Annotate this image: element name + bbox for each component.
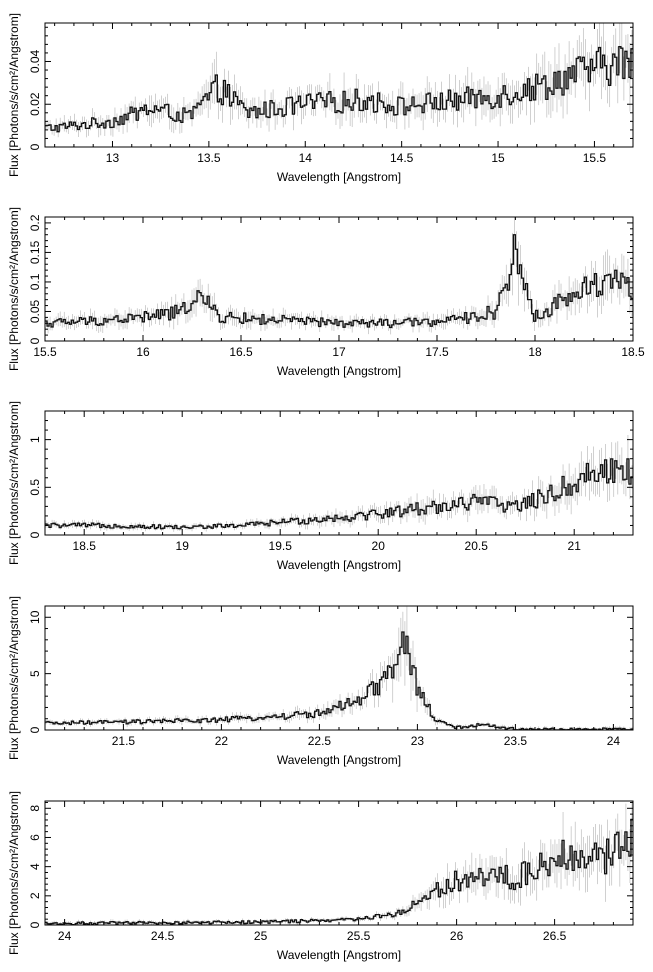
panel-3-xtick-label: 20.5: [465, 539, 489, 553]
panel-3-ytick-label: 0.5: [28, 479, 42, 496]
panel-2-ytick-label: 0.15: [28, 240, 42, 264]
panel-1-ylabel: Flux [Photons/s/cm²/Angstrom]: [7, 13, 21, 177]
panel-1-frame: [44, 22, 634, 148]
panel-2-xtick-label: 18.5: [621, 345, 645, 359]
panel-2: 15.5 16 16.5 17 17.5 18 18.5 0 0.05 0.1 0.15 0.2 Wav…: [7, 207, 645, 378]
panel-4-xtick-label: 22.5: [308, 734, 332, 748]
panel-2-xtick-label: 16: [136, 345, 150, 359]
panel-2-xtick-label: 17: [332, 345, 346, 359]
panel-3-frame: [44, 410, 634, 536]
panel-2-xtick-label: 17.5: [425, 345, 449, 359]
panel-4-ytick-label: 5: [28, 670, 42, 677]
panel-2-ytick-label: 0.2: [28, 214, 42, 231]
panel-4-series-1: [45, 631, 633, 730]
panel-1-ytick-label: 0: [28, 143, 42, 150]
panel-2-series-1: [45, 234, 633, 329]
panel-2-ytick-label: 0.05: [28, 299, 42, 323]
panel-3: 18.5 19 19.5 20 20.5 21 0 0.5 1 Wavelength [Angst…: [7, 401, 634, 572]
panel-1-series-1: [45, 46, 633, 133]
panel-3-data: [45, 434, 633, 532]
panel-4: 21.5 22 22.5 23 23.5 24 0 5 10 Wavelength [Angstr…: [7, 596, 634, 767]
panel-5-error-bars: [45, 801, 633, 925]
panel-2-xtick-label: 15.5: [33, 345, 57, 359]
panel-4-xtick-label: 21.5: [112, 734, 136, 748]
panel-3-ylabel: Flux [Photons/s/cm²/Angstrom]: [7, 401, 21, 565]
panel-1-xtick-label: 15: [491, 151, 505, 165]
panel-3-xtick-label: 21: [568, 539, 582, 553]
panel-4-xlabel: Wavelength [Angstrom]: [277, 753, 401, 767]
panel-5-ylabel: Flux [Photons/s/cm²/Angstrom]: [7, 791, 21, 955]
panel-3-xtick-label: 18.5: [73, 539, 97, 553]
panel-2-ylabel: Flux [Photons/s/cm²/Angstrom]: [7, 207, 21, 371]
panel-2-xlabel: Wavelength [Angstrom]: [277, 364, 401, 378]
panel-1-xlabel: Wavelength [Angstrom]: [277, 170, 401, 184]
panel-5-ytick-label: 8: [28, 805, 42, 812]
panel-5-ytick-label: 6: [28, 834, 42, 841]
panel-5-data: [45, 801, 633, 925]
panel-3-ytick-label: 0: [28, 531, 42, 538]
panel-2-data: [45, 217, 633, 335]
panel-3-xtick-label: 19.5: [269, 539, 293, 553]
panel-5-xtick-label: 26: [450, 929, 464, 943]
panel-3-ytick-label: 1: [28, 436, 42, 443]
panel-3-xlabel: Wavelength [Angstrom]: [277, 558, 401, 572]
panel-1: 13 13.5 14 14.5 15 15.5 0 0.02 0.04 Wavelength [A…: [7, 13, 634, 184]
panel-1-xtick-label: 15.5: [583, 151, 607, 165]
panel-2-ytick-label: 0: [28, 337, 42, 344]
panel-5-series-1: [45, 818, 633, 925]
panel-4-ylabel: Flux [Photons/s/cm²/Angstrom]: [7, 596, 21, 760]
panel-2-xtick-label: 16.5: [229, 345, 253, 359]
panel-5-xtick-label: 25: [254, 929, 268, 943]
panel-4-xtick-label: 22: [215, 734, 229, 748]
panel-4-xtick-label: 23: [411, 734, 425, 748]
panel-5-ytick-label: 4: [28, 863, 42, 870]
panel-4-frame: [44, 605, 634, 731]
panel-4-ytick-label: 0: [28, 726, 42, 733]
panel-1-xtick-label: 13: [106, 151, 120, 165]
panel-5-xtick-label: 24: [58, 929, 72, 943]
panel-4-xtick-label: 23.5: [504, 734, 528, 748]
panel-1-xtick-label: 14: [299, 151, 313, 165]
panel-3-xtick-label: 19: [176, 539, 190, 553]
panel-5-ytick-label: 2: [28, 892, 42, 899]
panel-5-xtick-label: 26.5: [543, 929, 567, 943]
panel-3-error-bars: [45, 434, 633, 532]
panel-3-xtick-label: 20: [372, 539, 386, 553]
panel-3-series-1: [45, 458, 633, 530]
panel-1-data: [45, 23, 633, 138]
panel-5-xtick-label: 24.5: [151, 929, 175, 943]
panel-4-ytick-label: 10: [28, 610, 42, 624]
panel-5-xtick-label: 25.5: [347, 929, 371, 943]
panel-2-ytick-label: 0.1: [28, 273, 42, 290]
panel-1-ytick-label: 0.04: [28, 49, 42, 73]
panel-4-data: [45, 606, 633, 730]
panel-1-xtick-label: 13.5: [197, 151, 221, 165]
panel-4-xtick-label: 24: [607, 734, 621, 748]
panel-5-xlabel: Wavelength [Angstrom]: [277, 948, 401, 962]
panel-1-xtick-label: 14.5: [390, 151, 414, 165]
panel-1-ytick-label: 0.02: [28, 92, 42, 116]
panel-2-xtick-label: 18: [528, 345, 542, 359]
panel-4-error-bars: [45, 606, 633, 730]
panel-5-ytick-label: 0: [28, 921, 42, 928]
